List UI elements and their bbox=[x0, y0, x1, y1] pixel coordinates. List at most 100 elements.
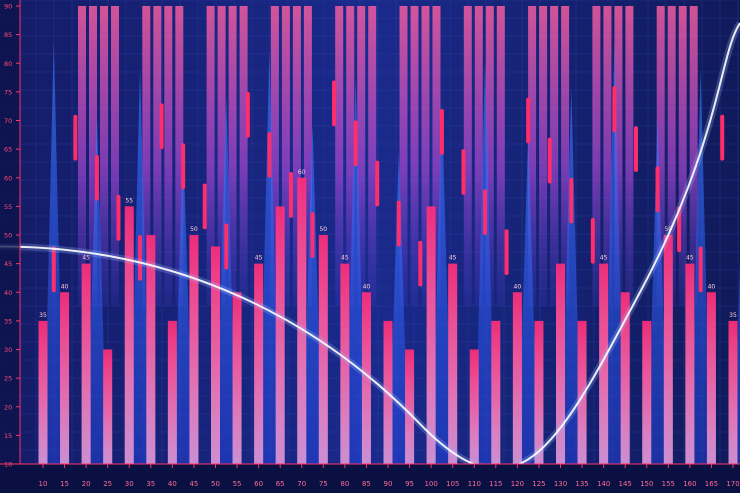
candle-marker bbox=[418, 240, 423, 287]
bar-value-label: 35 bbox=[39, 312, 47, 319]
bar-value-label: 60 bbox=[298, 169, 306, 176]
decorative-stripe bbox=[153, 6, 162, 306]
bar-glow bbox=[103, 349, 113, 464]
x-tick-label: 75 bbox=[319, 480, 328, 488]
bar-glow bbox=[620, 292, 630, 464]
decorative-stripe bbox=[100, 6, 108, 306]
x-tick-label: 120 bbox=[511, 480, 524, 488]
candle-marker bbox=[310, 212, 315, 258]
candle-marker bbox=[181, 143, 186, 190]
decorative-spike bbox=[475, 60, 496, 464]
decorative-stripe bbox=[603, 6, 612, 306]
y-tick-label: 35 bbox=[4, 317, 12, 325]
decorative-stripe bbox=[206, 6, 215, 306]
decorative-stripe bbox=[281, 6, 290, 306]
candle-marker bbox=[526, 97, 531, 144]
bar-value-label: 55 bbox=[125, 197, 133, 204]
bar-value-label: 40 bbox=[61, 283, 69, 290]
candle-marker bbox=[439, 109, 444, 155]
bar-glow bbox=[167, 320, 177, 464]
x-tick-label: 95 bbox=[405, 480, 414, 488]
y-tick-label: 20 bbox=[4, 403, 12, 411]
x-tick-label: 70 bbox=[297, 480, 306, 488]
y-tick-label: 70 bbox=[4, 117, 12, 125]
x-tick-label: 65 bbox=[276, 480, 285, 488]
candle-marker bbox=[202, 183, 207, 230]
candle-marker bbox=[698, 246, 703, 293]
candle-marker bbox=[655, 166, 660, 213]
bar-value-label: 45 bbox=[600, 255, 608, 262]
decorative-stripe bbox=[410, 6, 419, 306]
bar-value-label: 50 bbox=[190, 226, 198, 233]
decorative-spike bbox=[431, 106, 452, 464]
candle-marker bbox=[138, 235, 143, 281]
bar-glow bbox=[81, 263, 91, 464]
candle-marker bbox=[461, 149, 466, 195]
candle-marker bbox=[504, 229, 509, 276]
bar-glow bbox=[642, 320, 652, 464]
data-labels: 35 40 45 55 50 45 60 50 45 40 45 40 45 50 45 40 35 bbox=[39, 169, 737, 319]
bar-glow bbox=[146, 235, 156, 464]
bar-glow bbox=[534, 320, 544, 464]
decorative-stripe bbox=[164, 6, 173, 306]
bar-value-label: 45 bbox=[82, 255, 90, 262]
decorative-spike bbox=[173, 142, 194, 464]
x-tick-label: 40 bbox=[168, 480, 177, 488]
x-tick-label: 90 bbox=[384, 480, 393, 488]
decorative-spike bbox=[259, 50, 280, 464]
x-tick-label: 105 bbox=[446, 480, 459, 488]
candle-marker bbox=[224, 223, 229, 270]
x-tick-label: 45 bbox=[189, 480, 198, 488]
bar-glow bbox=[426, 206, 436, 464]
bar-glow bbox=[318, 235, 328, 464]
decorative-stripe bbox=[346, 6, 355, 306]
decorative-stripe bbox=[270, 6, 279, 306]
candle-marker bbox=[245, 91, 250, 138]
bar-glow bbox=[232, 292, 242, 464]
decorative-stripe bbox=[399, 6, 408, 306]
decorative-stripe bbox=[292, 6, 301, 306]
decorative-stripe bbox=[561, 6, 570, 306]
decorative-spike bbox=[561, 88, 582, 464]
decorative-stripe bbox=[217, 6, 226, 306]
y-tick-label: 55 bbox=[4, 203, 12, 211]
decorative-stripe bbox=[463, 6, 472, 306]
decorative-stripe bbox=[239, 6, 248, 306]
bar-glow bbox=[512, 292, 522, 464]
y-axis-band bbox=[0, 0, 20, 464]
bar-glow bbox=[297, 177, 307, 464]
bar-value-label: 50 bbox=[664, 226, 672, 233]
decorative-stripe bbox=[656, 6, 665, 306]
y-tick-label: 15 bbox=[4, 432, 12, 440]
x-tick-label: 50 bbox=[211, 480, 220, 488]
bar-glow bbox=[556, 263, 565, 464]
bar-value-label: 35 bbox=[729, 312, 737, 319]
bar-glow bbox=[663, 235, 673, 464]
decorative-stripe bbox=[496, 6, 505, 306]
bar-glow bbox=[685, 263, 695, 464]
decorative-stripe bbox=[303, 6, 312, 306]
x-axis-band bbox=[0, 464, 740, 493]
candle-marker bbox=[51, 246, 56, 293]
decorative-stripe bbox=[175, 6, 184, 306]
candle-marker bbox=[590, 217, 595, 264]
x-tick-label: 150 bbox=[640, 480, 653, 488]
decorative-stripe bbox=[228, 6, 237, 306]
decorative-spike bbox=[86, 114, 107, 464]
decorative-stripe bbox=[432, 6, 441, 306]
x-tick-label: 60 bbox=[254, 480, 263, 488]
decorative-stripe bbox=[357, 6, 366, 306]
x-tick-label: 85 bbox=[362, 480, 371, 488]
candle-marker bbox=[73, 114, 78, 161]
bar-glow bbox=[469, 349, 479, 464]
decorative-stripe bbox=[89, 6, 97, 306]
x-tick-label: 25 bbox=[103, 480, 112, 488]
decorative-stripes bbox=[78, 6, 698, 306]
decorative-spike bbox=[518, 134, 539, 464]
candle-marker bbox=[396, 200, 401, 247]
bar-glow bbox=[254, 263, 264, 464]
bar-glow bbox=[124, 206, 134, 464]
decorative-stripe bbox=[614, 6, 623, 306]
